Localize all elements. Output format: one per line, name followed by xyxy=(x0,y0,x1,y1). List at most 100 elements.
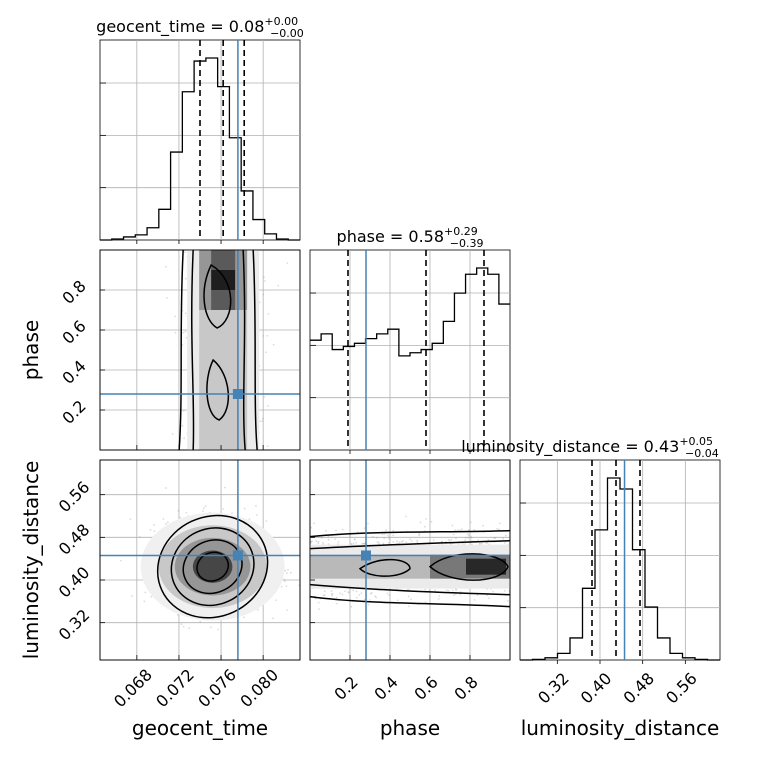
x-tick-label: 0.080 xyxy=(236,665,282,711)
contour-line-4 xyxy=(358,558,411,577)
sample-point xyxy=(503,542,506,544)
x-tick-label: 0.56 xyxy=(662,669,701,708)
sample-point xyxy=(356,531,359,533)
contour-line-1 xyxy=(191,250,246,450)
sample-point xyxy=(408,605,410,608)
sample-point xyxy=(119,559,122,562)
sample-point xyxy=(473,529,476,531)
density-cell xyxy=(192,550,233,583)
x-tick-label: 0.32 xyxy=(534,669,573,708)
x-tick-label: 0.40 xyxy=(577,669,616,708)
sample-point xyxy=(327,543,330,546)
sample-point xyxy=(392,534,395,537)
sample-point xyxy=(454,593,457,595)
x-tick-label: 0.8 xyxy=(450,672,481,703)
sample-point xyxy=(248,518,251,520)
sample-point xyxy=(262,293,265,296)
sample-point xyxy=(255,504,257,507)
sample-point xyxy=(243,507,246,510)
sample-point xyxy=(464,543,466,545)
sample-point xyxy=(494,537,497,539)
sample-point xyxy=(452,594,455,597)
sample-point xyxy=(179,516,182,519)
sample-point xyxy=(445,589,448,592)
sample-point xyxy=(419,521,422,524)
sample-point xyxy=(265,351,267,354)
sample-point xyxy=(272,343,275,346)
sample-point xyxy=(498,528,500,531)
hist-panel-geocent_time: geocent_time = 0.08+0.00 −0.00 xyxy=(96,15,304,244)
y-tick-label: 0.40 xyxy=(55,563,94,602)
sample-point xyxy=(382,542,385,545)
sample-point xyxy=(317,540,320,543)
sample-point xyxy=(327,535,330,538)
sample-point xyxy=(452,589,454,592)
sample-point xyxy=(425,518,427,520)
sample-point xyxy=(363,542,365,545)
sample-point xyxy=(322,594,325,597)
sample-point xyxy=(430,520,433,523)
sample-point xyxy=(448,539,451,542)
sample-point xyxy=(375,596,378,599)
sample-point xyxy=(350,542,353,545)
hist-panel-phase: phase = 0.58+0.29 −0.39 xyxy=(309,225,511,454)
sample-point xyxy=(334,538,336,540)
sample-point xyxy=(153,524,155,526)
title-minus: −0.00 xyxy=(270,27,304,40)
sample-point xyxy=(447,538,450,541)
sample-point xyxy=(298,584,300,587)
sample-point xyxy=(166,297,168,299)
sample-point xyxy=(204,505,207,507)
contour-line-0 xyxy=(310,529,510,538)
sample-point xyxy=(350,605,353,608)
panel-title: phase = 0.58+0.29 −0.39 xyxy=(337,225,484,250)
y-axis-label-phase: phase xyxy=(19,320,43,380)
panel-frame xyxy=(519,459,721,661)
sample-point xyxy=(171,433,174,435)
contour-line-3 xyxy=(206,358,230,421)
x-tick-label: 0.6 xyxy=(410,672,441,703)
sample-point xyxy=(188,627,191,630)
sample-point xyxy=(318,608,320,610)
density-cell xyxy=(211,250,236,270)
sample-point xyxy=(174,315,177,318)
sample-point xyxy=(150,595,153,598)
sample-point xyxy=(164,487,167,489)
sample-point xyxy=(381,533,384,536)
sample-point xyxy=(396,540,398,543)
sample-point xyxy=(485,542,488,545)
sample-point xyxy=(456,529,459,531)
sample-point xyxy=(325,529,327,532)
sample-point xyxy=(473,599,476,601)
sample-point xyxy=(507,600,509,602)
panel-title: luminosity_distance = 0.43+0.05 −0.04 xyxy=(461,435,719,460)
sample-point xyxy=(405,541,408,543)
sample-point xyxy=(441,540,443,543)
sample-point xyxy=(461,528,463,530)
sample-point xyxy=(392,541,395,543)
sample-point xyxy=(256,514,258,516)
sample-point xyxy=(376,541,379,543)
title-plus: +0.05 xyxy=(679,435,713,448)
sample-point xyxy=(362,542,365,545)
sample-point xyxy=(339,592,341,595)
sample-point xyxy=(469,521,472,524)
density-cell xyxy=(199,430,248,450)
sample-point xyxy=(283,578,286,581)
y-tick-label: 0.48 xyxy=(55,520,94,559)
sample-point xyxy=(467,533,469,536)
sample-point xyxy=(129,518,132,520)
sample-point xyxy=(392,529,395,532)
sample-point xyxy=(277,284,280,287)
contour-line-0 xyxy=(156,514,269,619)
density-cell xyxy=(410,554,430,579)
sample-point xyxy=(263,276,265,279)
density-cell xyxy=(199,370,248,390)
sample-point xyxy=(257,608,259,611)
title-plus: +0.29 xyxy=(444,225,478,238)
y-tick-label: 0.32 xyxy=(55,605,94,644)
sample-point xyxy=(317,601,320,604)
sample-point xyxy=(138,535,141,538)
contour-line-3 xyxy=(310,583,510,596)
sample-point xyxy=(327,538,330,541)
